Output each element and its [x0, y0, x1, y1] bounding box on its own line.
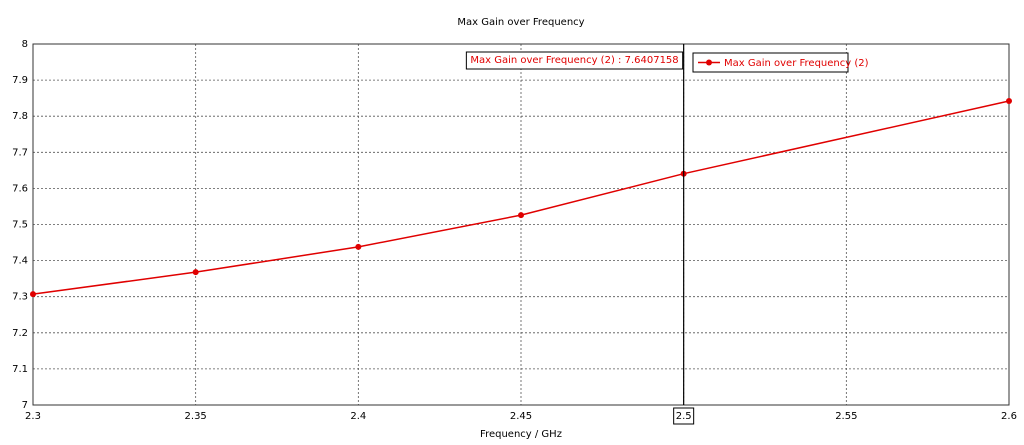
y-tick-label: 7.4: [12, 256, 28, 267]
y-tick-label: 7.1: [12, 364, 28, 375]
x-tick-label: 2.5: [676, 411, 692, 422]
x-tick-label: 2.55: [835, 411, 857, 422]
y-tick-label: 7.8: [12, 111, 28, 122]
data-point: [518, 212, 524, 219]
x-tick-label: 2.4: [350, 411, 366, 422]
y-tick-label: 7.6: [12, 183, 28, 194]
y-tick-label: 7.2: [12, 328, 28, 339]
legend-box: [692, 52, 849, 73]
data-point: [30, 291, 36, 298]
data-point: [192, 269, 199, 276]
x-axis-label: Frequency / GHz: [480, 429, 562, 440]
x-tick-label: 2.45: [510, 411, 532, 422]
y-tick-label: 7.9: [12, 75, 28, 86]
y-tick-label: 7.5: [12, 220, 28, 231]
chart-title: Max Gain over Frequency: [457, 17, 584, 28]
legend-label: Max Gain over Frequency (2): [724, 58, 869, 69]
data-point: [355, 243, 362, 250]
x-tick-label: 2.6: [1001, 411, 1017, 422]
x-tick-label: 2.3: [25, 411, 41, 422]
cursor-label: Max Gain over Frequency (2) : 7.6407158: [470, 55, 678, 66]
cursor-x-box: [673, 407, 695, 425]
y-tick-label: 7.7: [12, 147, 28, 158]
series-line: [32, 100, 1010, 295]
plot-frame: [32, 43, 1010, 406]
y-tick-label: 8: [22, 39, 28, 50]
data-point: [1006, 98, 1012, 105]
cursor-label-box: [465, 51, 684, 70]
legend-marker: [706, 59, 712, 66]
y-tick-label: 7.3: [12, 292, 28, 303]
x-tick-label: 2.35: [185, 411, 207, 422]
y-tick-label: 7: [22, 400, 28, 411]
